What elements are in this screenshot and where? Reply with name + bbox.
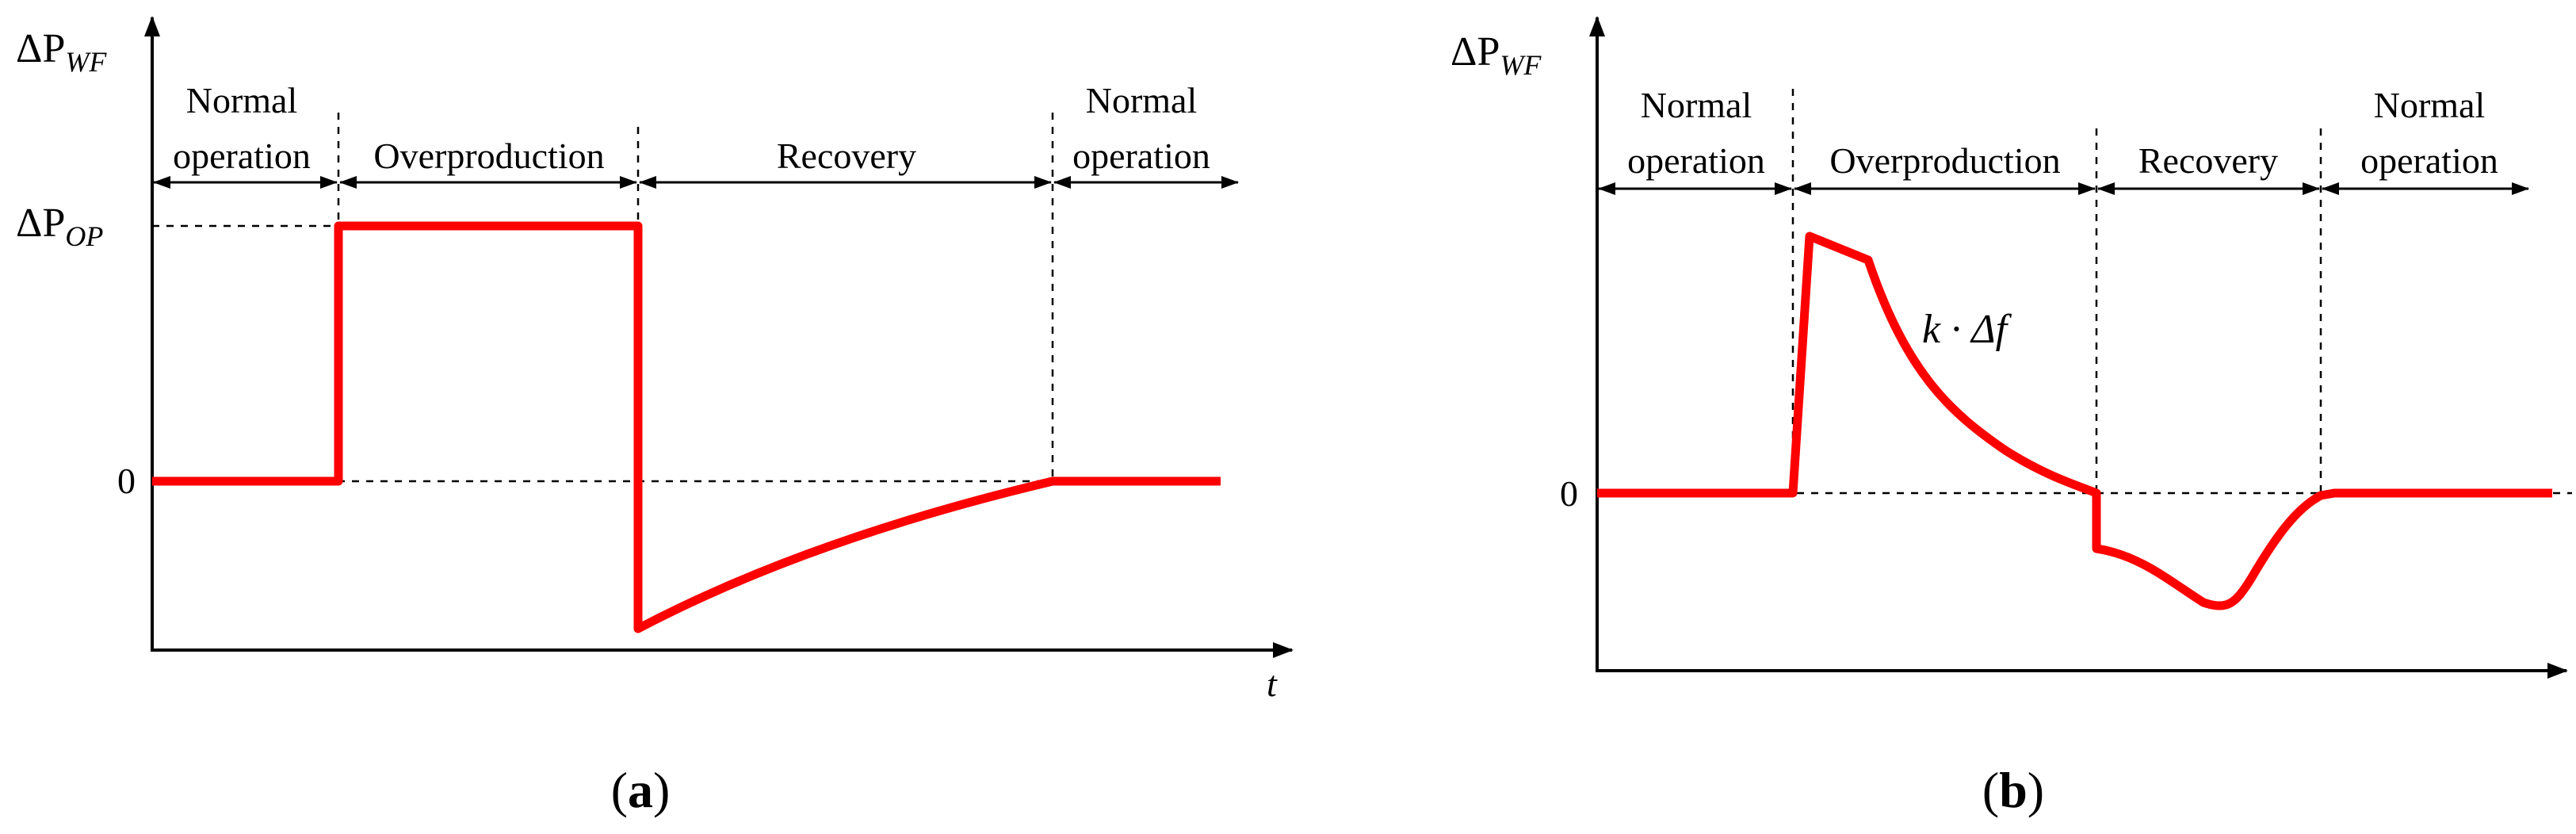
panel-a: Normal operation Overproduction Recovery… xyxy=(16,16,1294,818)
tick-label-op: ΔPOP xyxy=(16,201,103,252)
phase-label-b-recovery: Recovery xyxy=(2138,140,2278,181)
phase-label-b-normal-2: Normal xyxy=(2374,85,2486,125)
phase-label-b-overproduction: Overproduction xyxy=(1829,140,2060,181)
tick-label-zero-a: 0 xyxy=(117,461,136,501)
phase-label-a-operation-1: operation xyxy=(173,136,311,176)
power-curve-a xyxy=(152,221,1221,633)
panel-b: Normal operation Overproduction Recovery… xyxy=(1450,16,2572,818)
power-curve-b xyxy=(1597,231,2552,610)
phase-label-a-normal-2: Normal xyxy=(1086,80,1198,121)
phase-label-b-operation-1: operation xyxy=(1627,140,1765,181)
caption-b: (b) xyxy=(1982,762,2044,818)
phase-label-b-normal-1: Normal xyxy=(1641,85,1752,125)
phase-label-a-recovery: Recovery xyxy=(777,136,916,176)
tick-label-zero-b: 0 xyxy=(1560,473,1578,514)
phase-label-a-normal-1: Normal xyxy=(186,80,298,121)
x-axis-label-t: t xyxy=(1267,664,1278,704)
phase-label-b-operation-2: operation xyxy=(2360,140,2498,181)
phase-label-a-overproduction: Overproduction xyxy=(373,136,604,176)
phase-label-a-operation-2: operation xyxy=(1072,136,1210,176)
y-axis-label-a: ΔPWF xyxy=(16,26,107,78)
y-axis-label-b: ΔPWF xyxy=(1450,29,1542,81)
caption-a: (a) xyxy=(611,762,671,818)
annotation-k-delta-f: k · Δf xyxy=(1922,307,2012,352)
